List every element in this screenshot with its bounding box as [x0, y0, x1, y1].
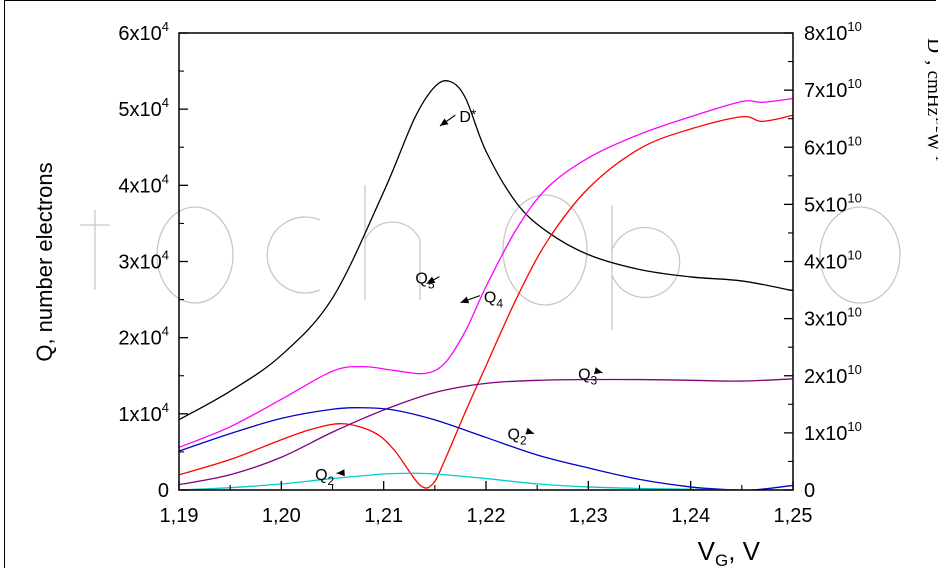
y-axis-right: 0 1x1010 2x1010 3x1010 4x1010 5x1010 6x1010 7x1…	[784, 19, 862, 502]
annotation-label-q4: Q4	[484, 290, 503, 311]
figure-frame	[4, 0, 936, 568]
y-right-tick-label: 5x1010	[804, 190, 862, 216]
y-left-tick-label: 0	[158, 480, 169, 502]
x-tick-label: 1,23	[569, 505, 608, 527]
annotation-label-q2_cyan: Q2	[315, 467, 334, 488]
series-line-q5	[179, 97, 793, 448]
x-tick-label: 1,22	[467, 505, 506, 527]
y-left-tick-label: 5x104	[118, 95, 169, 121]
y-right-tick-label: 3x1010	[804, 305, 862, 331]
y-right-tick-label: 8x1010	[804, 19, 862, 45]
series-line-q4	[179, 114, 793, 489]
x-tick-label: 1,20	[262, 505, 301, 527]
y-left-tick-label: 1x104	[118, 400, 169, 426]
curves	[179, 80, 793, 490]
series-line-q3	[179, 378, 793, 486]
y-left-tick-label: 4x104	[118, 171, 169, 197]
series-line-q2_cyan	[179, 472, 793, 490]
x-axis-label: VG, V	[698, 536, 761, 570]
y-right-tick-label: 1x1010	[804, 419, 862, 445]
annotation-label-q2_blue: Q2	[507, 427, 526, 448]
x-tick-label: 1,24	[671, 505, 710, 527]
x-tick-label: 1,21	[364, 505, 403, 527]
annotation-arrowhead	[439, 118, 449, 126]
annotation-arrowhead	[460, 296, 470, 304]
y-right-tick-label: 4x1010	[804, 248, 862, 274]
y-axis-left: 0 1x104 2x104 3x104 4x104 5x104 6x104	[118, 19, 188, 502]
y-left-axis-label: Q, number electrons	[32, 162, 57, 361]
y-left-tick-label: 3x104	[118, 248, 169, 274]
x-axis: 1,19 1,20 1,21 1,22 1,23 1,24 1,25	[160, 481, 813, 527]
y-right-tick-label: 7x1010	[804, 76, 862, 102]
annotation-label-dstar: D*	[459, 106, 477, 126]
annotations: D* Q5 Q4 Q3 Q2 Q2	[315, 106, 603, 488]
annotation-label-q5: Q5	[415, 271, 434, 292]
y-right-axis-label: D*, cmHz1/2W-1	[923, 38, 938, 161]
y-left-tick-label: 2x104	[118, 324, 169, 350]
series-line-dstar	[179, 80, 793, 421]
watermark	[80, 185, 901, 330]
y-left-tick-label: 6x104	[118, 19, 169, 45]
y-right-tick-label: 2x1010	[804, 362, 862, 388]
x-tick-label: 1,25	[774, 505, 813, 527]
annotation-arrowhead	[336, 469, 345, 477]
series-line-q2_blue	[179, 407, 793, 490]
annotation-arrowhead	[426, 276, 436, 284]
annotation-arrowhead	[594, 367, 603, 375]
y-right-tick-label: 6x1010	[804, 133, 862, 159]
y-right-tick-label: 0	[804, 480, 815, 502]
annotation-arrowhead	[525, 427, 535, 435]
x-tick-label: 1,19	[160, 505, 199, 527]
annotation-label-q3: Q3	[578, 367, 597, 388]
